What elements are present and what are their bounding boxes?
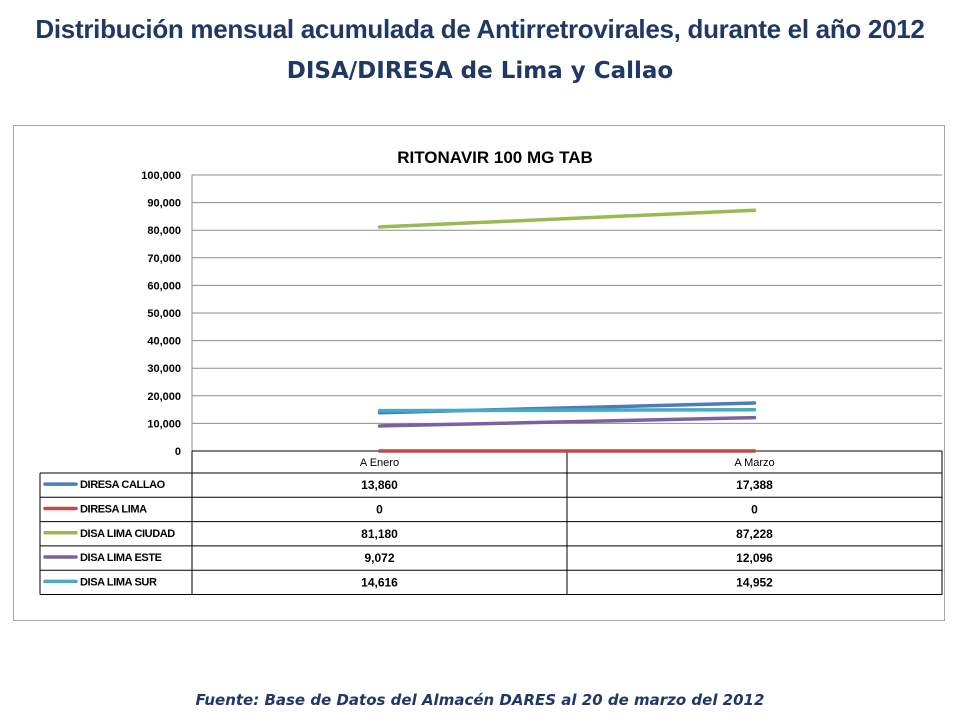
chart-title: RITONAVIR 100 MG TAB (397, 148, 593, 167)
legend-label: DIRESA CALLAO (80, 479, 166, 491)
data-label: 17,388 (736, 478, 773, 492)
series-line (377, 415, 757, 428)
y-tick-label: 10,000 (147, 418, 181, 430)
y-tick-label: 40,000 (147, 336, 181, 348)
data-label: 81,180 (361, 527, 398, 541)
x-tick-label: A Enero (360, 457, 399, 469)
data-label: 0 (376, 502, 383, 516)
series-line (377, 208, 757, 229)
source-note: Fuente: Base de Datos del Almacén DARES … (195, 691, 765, 709)
legend-label: DISA LIMA CIUDAD (80, 528, 175, 540)
legend-label: DIRESA LIMA (80, 503, 147, 515)
data-label: 14,952 (736, 575, 773, 589)
chart-frame (13, 125, 945, 621)
data-label: 14,616 (361, 575, 398, 589)
legend-label: DISA LIMA ESTE (80, 552, 162, 564)
legend-label: DISA LIMA SUR (80, 576, 157, 588)
data-label: 0 (751, 502, 758, 516)
y-tick-label: 50,000 (147, 308, 181, 320)
y-tick-label: 20,000 (147, 391, 181, 403)
y-tick-label: 30,000 (147, 363, 181, 375)
y-tick-label: 0 (175, 446, 181, 458)
y-tick-label: 100,000 (141, 170, 181, 182)
x-tick-label: A Marzo (734, 457, 774, 469)
series-line (377, 407, 757, 413)
data-label: 9,072 (364, 551, 394, 565)
data-label: 12,096 (736, 551, 773, 565)
y-tick-label: 80,000 (147, 225, 181, 237)
data-label: 87,228 (736, 527, 773, 541)
data-label: 13,860 (361, 478, 398, 492)
page-title: Distribución mensual acumulada de Antirr… (35, 14, 925, 44)
y-tick-label: 90,000 (147, 198, 181, 210)
y-tick-label: 70,000 (147, 253, 181, 265)
page-subtitle: DISA/DIRESA de Lima y Callao (286, 58, 674, 84)
y-tick-label: 60,000 (147, 280, 181, 292)
